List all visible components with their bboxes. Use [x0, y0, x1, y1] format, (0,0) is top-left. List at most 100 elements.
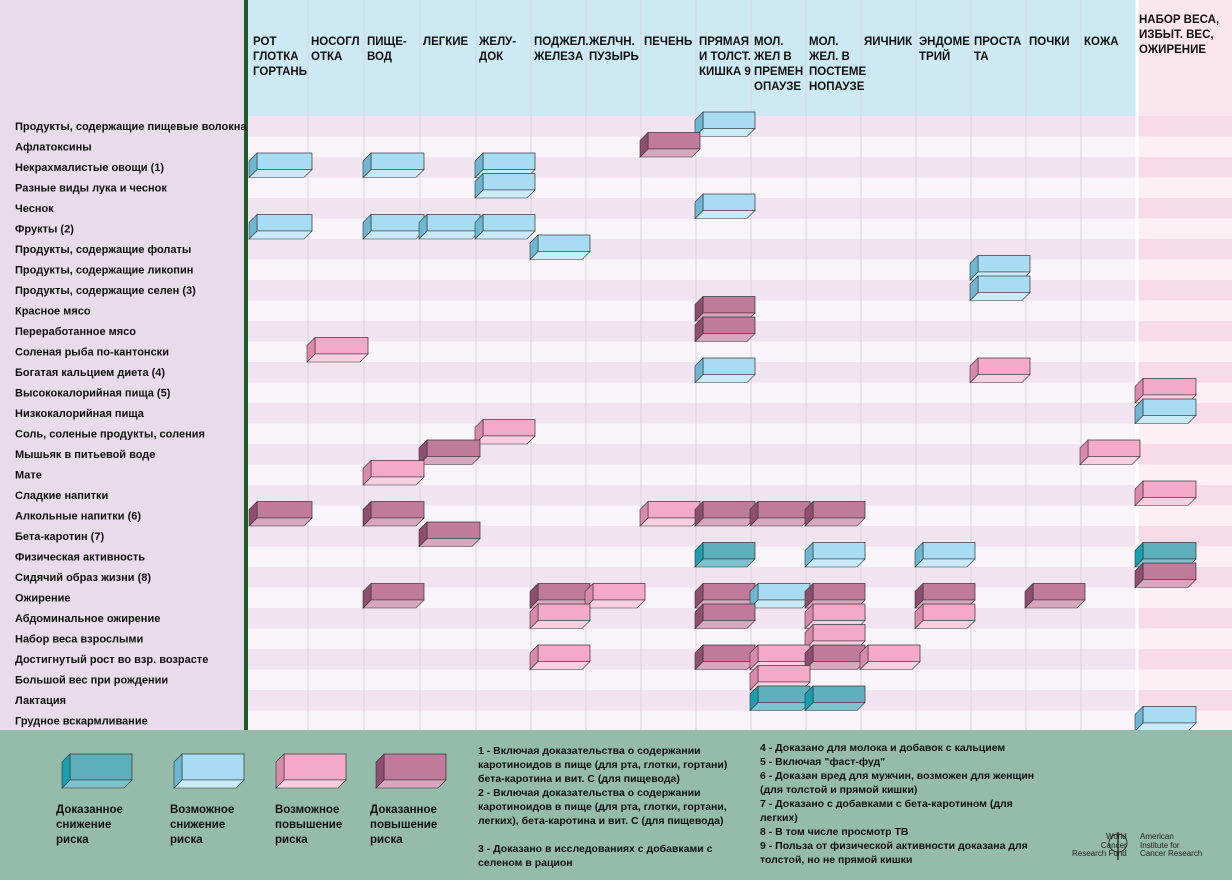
- risk-cell-probable-increase: [474, 418, 536, 445]
- risk-cell-convincing-increase: [418, 521, 481, 548]
- row-label: Соленая рыба по-кантонски: [15, 347, 169, 359]
- aicr-logo-text: American Institute for Cancer Research: [1140, 832, 1203, 858]
- row-label: Продукты, содержащие пищевые волокна: [15, 121, 247, 133]
- row-label: Чеснок: [15, 203, 54, 215]
- row-stripe: [1138, 218, 1232, 239]
- row-stripe: [248, 485, 1136, 506]
- risk-cell-probable-decrease: [804, 541, 866, 568]
- row-label: Сладкие напитки: [15, 490, 108, 502]
- risk-cell-probable-decrease: [1134, 705, 1197, 732]
- risk-cell-probable-increase: [529, 644, 591, 671]
- risk-cell-probable-increase: [306, 336, 369, 363]
- row-stripe: [1138, 239, 1232, 260]
- legend-swatch: [173, 753, 245, 789]
- row-stripe: [1138, 423, 1232, 444]
- risk-cell-probable-decrease: [694, 111, 756, 138]
- risk-cell-probable-decrease: [362, 152, 425, 179]
- row-stripe: [248, 649, 1136, 670]
- footnote: 4 - Доказано для молока и добавок с каль…: [760, 742, 1006, 754]
- column-header: ЖЕЛЧН. ПУЗЫРЬ: [588, 36, 639, 63]
- row-label: Афлатоксины: [15, 142, 92, 154]
- risk-cell-convincing-increase: [418, 439, 481, 466]
- row-label: Переработанное мясо: [15, 326, 136, 338]
- row-label: Лактация: [15, 695, 66, 707]
- column-header: ПОЧКИ: [1029, 36, 1070, 48]
- row-stripe: [1138, 608, 1232, 629]
- column-header: ПРОСТА ТА: [974, 36, 1021, 63]
- risk-cell-probable-decrease: [474, 172, 536, 199]
- column-header: ПОДЖЕЛ. ЖЕЛЕЗА: [533, 36, 589, 63]
- column-header: НАБОР ВЕСА, ИЗБЫТ. ВЕС, ОЖИРЕНИЕ: [1139, 14, 1219, 56]
- row-label: Мышьяк в питьевой воде: [15, 449, 155, 461]
- column-header: РОТ ГЛОТКА ГОРТАНЬ: [253, 36, 307, 78]
- footnote: 2 - Включая доказательства о содержании …: [478, 787, 727, 827]
- row-label: Разные виды лука и чеснок: [15, 183, 167, 195]
- column-header: ПЕЧЕНЬ: [644, 36, 692, 48]
- risk-cell-convincing-increase: [362, 582, 425, 609]
- legend-label: Возможное снижение риска: [170, 804, 235, 846]
- row-label: Большой вес при рождении: [15, 675, 168, 687]
- row-stripe: [1138, 526, 1232, 547]
- row-stripe: [248, 341, 1136, 362]
- risk-cell-probable-decrease: [914, 541, 976, 568]
- row-stripe: [248, 628, 1136, 649]
- row-stripe: [1138, 321, 1232, 342]
- legend-swatch: [61, 753, 133, 789]
- row-stripe: [248, 546, 1136, 567]
- column-header: ПИЩЕ-ВОД: [367, 36, 407, 63]
- row-stripe: [248, 608, 1136, 629]
- row-stripe: [1138, 464, 1232, 485]
- row-stripe: [1138, 280, 1232, 301]
- row-label: Грудное вскармливание: [15, 716, 148, 728]
- risk-cell-probable-decrease: [248, 152, 313, 179]
- risk-cell-probable-decrease: [248, 213, 313, 240]
- risk-cell-probable-decrease: [749, 582, 811, 609]
- risk-cell-probable-increase: [362, 459, 425, 486]
- row-stripe: [1138, 628, 1232, 649]
- row-label: Низкокалорийная пища: [15, 408, 145, 420]
- risk-cell-probable-decrease: [418, 213, 481, 240]
- risk-cell-probable-increase: [969, 357, 1031, 384]
- risk-cell-probable-decrease: [694, 193, 756, 220]
- row-label: Продукты, содержащие ликопин: [15, 265, 193, 277]
- row-stripe: [248, 116, 1136, 137]
- legend-label: Доказанное снижение риска: [56, 804, 123, 846]
- row-stripe: [248, 157, 1136, 178]
- column-header: ЯИЧНИК: [864, 36, 913, 48]
- column-header: МОЛ. ЖЕЛ В ПРЕМЕН ОПАУЗЕ: [753, 36, 803, 93]
- legend-swatch: [375, 753, 447, 789]
- risk-cell-probable-increase: [859, 644, 921, 671]
- risk-cell-probable-decrease: [694, 357, 756, 384]
- footnote: 9 - Польза от физической активности дока…: [760, 840, 1028, 866]
- risk-cell-convincing-increase: [1024, 582, 1086, 609]
- row-label: Продукты, содержащие селен (3): [15, 285, 196, 297]
- row-stripe: [1138, 136, 1232, 157]
- row-stripe: [248, 198, 1136, 219]
- footnote: 3 - Доказано в исследованиях с добавками…: [478, 843, 713, 869]
- row-stripe: [1138, 341, 1232, 362]
- row-label: Физическая активность: [15, 552, 145, 564]
- risk-cell-probable-decrease: [474, 213, 536, 240]
- risk-cell-convincing-increase: [694, 316, 756, 343]
- row-label: Достигнутый рост во взр. возрасте: [15, 654, 208, 666]
- footnote: 7 - Доказано с добавками с бета-каротино…: [760, 798, 1013, 824]
- row-stripe: [248, 382, 1136, 403]
- risk-cell-probable-decrease: [1134, 398, 1197, 425]
- risk-cell-convincing-decrease: [804, 685, 866, 712]
- risk-cell-convincing-increase: [694, 500, 756, 527]
- row-label: Соль, соленые продукты, соления: [15, 429, 205, 441]
- row-label: Алкольные напитки (6): [15, 511, 141, 523]
- risk-cell-convincing-increase: [362, 500, 425, 527]
- risk-cell-probable-decrease: [362, 213, 425, 240]
- row-label: Красное мясо: [15, 306, 91, 318]
- legend-label: Доказанное повышение риска: [370, 804, 438, 846]
- row-stripe: [248, 177, 1136, 198]
- column-header: ПРЯМАЯ И ТОЛСТ. КИШКА 9: [699, 36, 751, 78]
- row-stripe: [1138, 157, 1232, 178]
- footnote: 5 - Включая "фаст-фуд": [760, 756, 886, 768]
- risk-cell-convincing-increase: [694, 644, 756, 671]
- risk-cell-convincing-increase: [804, 644, 866, 671]
- row-stripe: [1138, 444, 1232, 465]
- legend-label: Возможное повышение риска: [275, 804, 343, 846]
- risk-cell-convincing-decrease: [694, 541, 756, 568]
